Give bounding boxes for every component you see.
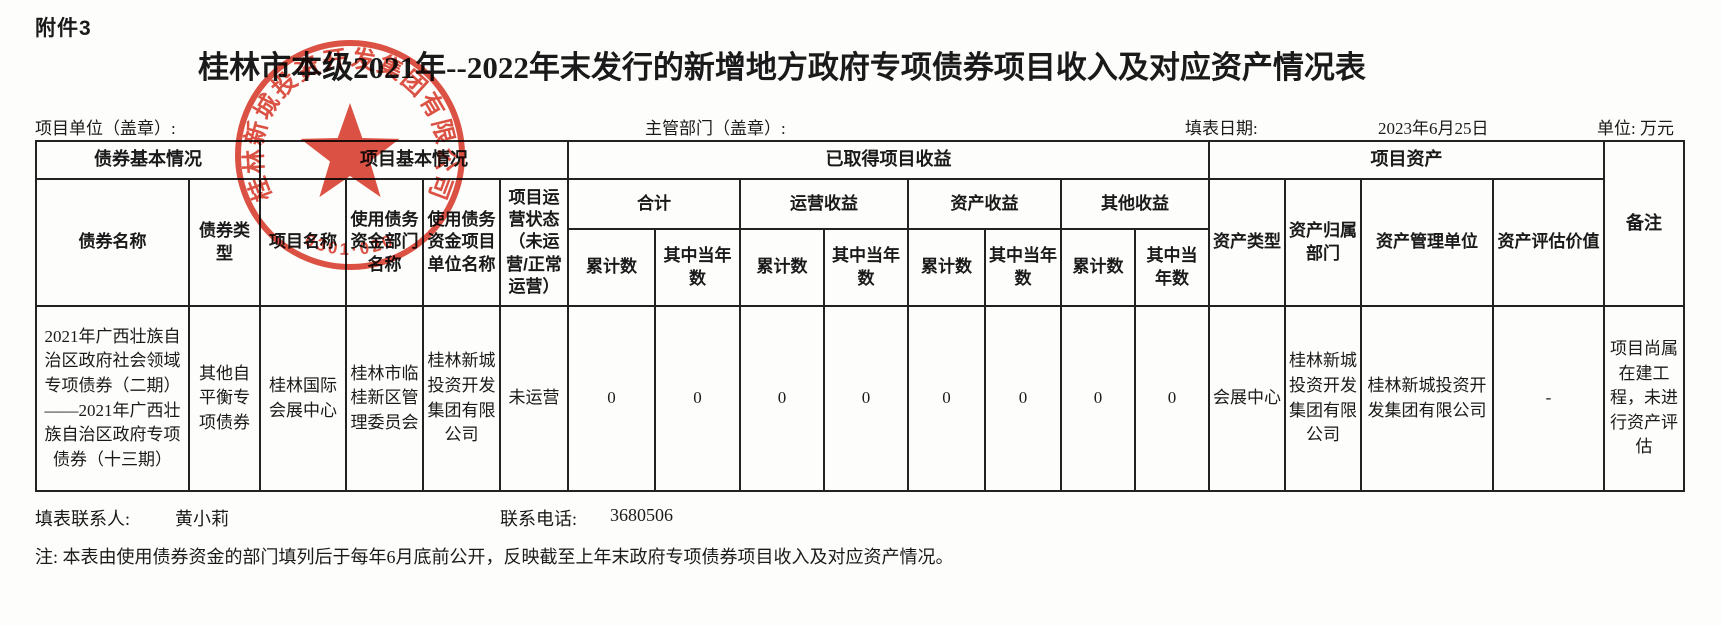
col-header-op-status: 项目运营状态（未运营/正常运营） <box>499 178 569 307</box>
cell-operating-current-year: 0 <box>823 305 909 492</box>
col-header-asset-current-year: 其中当年数 <box>984 228 1062 307</box>
col-header-bond-type: 债券类型 <box>188 178 261 307</box>
col-header-operating-current-year: 其中当年数 <box>823 228 909 307</box>
footnote: 注: 本表由使用债券资金的部门填列后于每年6月底前公开，反映截至上年末政府专项债… <box>35 547 954 567</box>
cell-asset-dept: 桂林新城投资开发集团有限公司 <box>1284 305 1362 492</box>
cell-bond-name: 2021年广西壮族自治区政府社会领域专项债券（二期）——2021年广西壮族自治区… <box>35 305 190 492</box>
unit-label: 单位: 万元 <box>1597 119 1674 138</box>
col-header-other-current-year: 其中当年数 <box>1134 228 1210 307</box>
cell-asset-type: 会展中心 <box>1208 305 1286 492</box>
cell-asset-mgmt: 桂林新城投资开发集团有限公司 <box>1360 305 1494 492</box>
group-header-remark: 备注 <box>1603 140 1685 307</box>
cell-operating-cumulative: 0 <box>739 305 825 492</box>
subgroup-header-total: 合计 <box>567 178 741 230</box>
contact-phone-value: 3680506 <box>610 505 673 525</box>
cell-remark: 项目尚属在建工程，未进行资产评估 <box>1603 305 1685 492</box>
col-header-operating-cumulative: 累计数 <box>739 228 825 307</box>
project-unit-seal-label: 项目单位（盖章）: <box>35 119 176 138</box>
cell-total-current-year: 0 <box>654 305 741 492</box>
col-header-asset-mgmt: 资产管理单位 <box>1360 178 1494 307</box>
col-header-asset-eval: 资产评估价值 <box>1492 178 1605 307</box>
contact-person-label: 填表联系人: <box>35 509 131 529</box>
col-header-total-cumulative: 累计数 <box>567 228 656 307</box>
subgroup-header-other: 其他收益 <box>1060 178 1210 230</box>
subgroup-header-asset: 资产收益 <box>907 178 1062 230</box>
attachment-label: 附件3 <box>35 17 92 40</box>
table-row: 2021年广西壮族自治区政府社会领域专项债券（二期）——2021年广西壮族自治区… <box>35 305 1685 492</box>
cell-asset-current-year: 0 <box>984 305 1062 492</box>
cell-other-current-year: 0 <box>1134 305 1210 492</box>
bond-project-table: 债券基本情况 项目基本情况 已取得项目收益 项目资产 备注 债券名称 债券类型 … <box>35 140 1685 492</box>
cell-asset-cumulative: 0 <box>907 305 986 492</box>
cell-bond-type: 其他自平衡专项债券 <box>188 305 261 492</box>
cell-unit-name: 桂林新城投资开发集团有限公司 <box>422 305 501 492</box>
cell-total-cumulative: 0 <box>567 305 656 492</box>
group-header-bond-basic: 债券基本情况 <box>35 140 261 180</box>
col-header-total-current-year: 其中当年数 <box>654 228 741 307</box>
col-header-other-cumulative: 累计数 <box>1060 228 1136 307</box>
group-header-assets: 项目资产 <box>1208 140 1605 180</box>
col-header-dept-name: 使用债务资金部门名称 <box>345 178 424 307</box>
col-header-asset-dept: 资产归属部门 <box>1284 178 1362 307</box>
cell-dept-name: 桂林市临桂新区管理委员会 <box>345 305 424 492</box>
cell-op-status: 未运营 <box>499 305 569 492</box>
col-header-asset-type: 资产类型 <box>1208 178 1286 307</box>
supervisor-dept-seal-label: 主管部门（盖章）: <box>645 119 786 138</box>
page-title: 桂林市本级2021年--2022年末发行的新增地方政府专项债券项目收入及对应资产… <box>198 50 1366 85</box>
fill-date-value: 2023年6月25日 <box>1378 119 1489 138</box>
col-header-asset-cumulative: 累计数 <box>907 228 986 307</box>
subgroup-header-operating: 运营收益 <box>739 178 909 230</box>
cell-project-name: 桂林国际会展中心 <box>259 305 347 492</box>
group-header-income: 已取得项目收益 <box>567 140 1210 180</box>
group-header-project-basic: 项目基本情况 <box>259 140 569 180</box>
cell-other-cumulative: 0 <box>1060 305 1136 492</box>
col-header-unit-name: 使用债务资金项目单位名称 <box>422 178 501 307</box>
cell-asset-eval: - <box>1492 305 1605 492</box>
contact-person-name: 黄小莉 <box>175 509 229 529</box>
contact-phone-label: 联系电话: <box>500 509 578 529</box>
fill-date-label: 填表日期: <box>1185 119 1258 138</box>
col-header-project-name: 项目名称 <box>259 178 347 307</box>
col-header-bond-name: 债券名称 <box>35 178 190 307</box>
